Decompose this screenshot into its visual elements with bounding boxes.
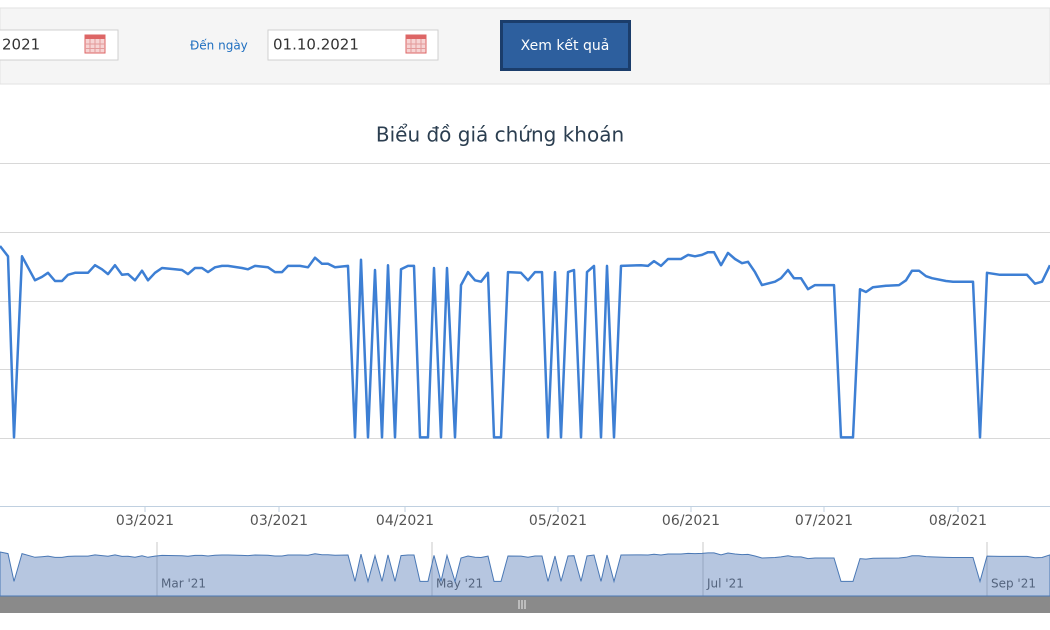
navigator-tick-label: May '21 (436, 577, 483, 591)
x-tick-label: 08/2021 (929, 513, 987, 529)
navigator-tick-label: Mar '21 (161, 577, 206, 591)
navigator-area (0, 551, 1050, 597)
price-line (0, 245, 1050, 439)
calendar-icon[interactable] (84, 34, 106, 54)
calendar-icon[interactable] (405, 34, 427, 54)
x-tick-label: 06/2021 (662, 513, 720, 529)
from-date-value: 2021 (2, 36, 40, 54)
chart-title: Biểu đồ giá chứng khoán (376, 123, 624, 147)
submit-button-label: Xem kết quả (521, 37, 610, 54)
x-tick-label: 03/2021 (116, 513, 174, 529)
to-date-value: 01.10.2021 (273, 36, 359, 54)
grid (0, 163, 1050, 507)
navigator[interactable] (0, 542, 1050, 596)
x-tick-label: 03/2021 (250, 513, 308, 529)
x-tick-label: 04/2021 (376, 513, 434, 529)
x-tick-label: 07/2021 (795, 513, 853, 529)
navigator-tick-label: Jul '21 (706, 577, 744, 591)
submit-button[interactable] (500, 20, 631, 71)
scrollbar-grip[interactable] (518, 600, 526, 609)
to-date-label: Đến ngày (190, 39, 248, 53)
x-tick-label: 05/2021 (529, 513, 587, 529)
navigator-tick-label: Sep '21 (991, 577, 1036, 591)
